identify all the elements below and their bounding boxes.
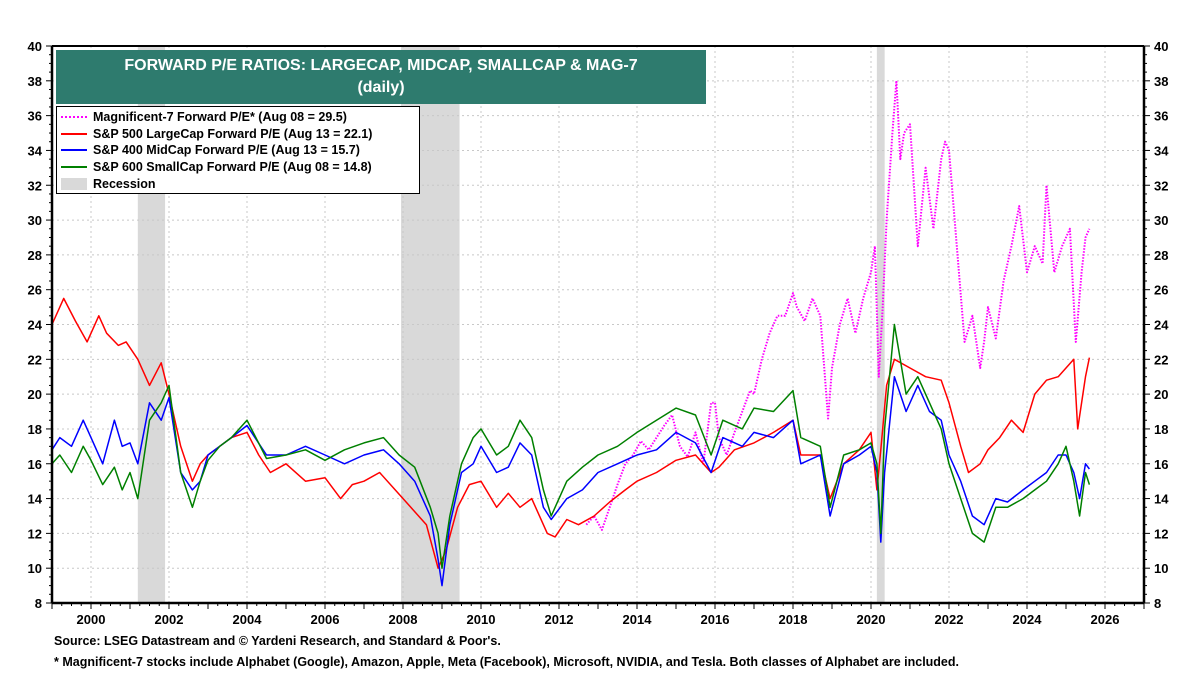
legend-label: S&P 400 MidCap Forward P/E (Aug 13 = 15.…: [93, 143, 360, 158]
x-tick-label: 2008: [389, 612, 418, 627]
legend-item-sp500: S&P 500 LargeCap Forward P/E (Aug 13 = 2…: [61, 126, 415, 143]
legend: Magnificent-7 Forward P/E* (Aug 08 = 29.…: [56, 106, 420, 194]
x-tick-label: 2024: [1013, 612, 1043, 627]
chart-title-banner: FORWARD P/E RATIOS: LARGECAP, MIDCAP, SM…: [56, 50, 706, 104]
y-tick-label-left: 24: [28, 318, 43, 333]
x-tick-label: 2018: [779, 612, 808, 627]
series-line-s-p-500-largecap-forward-p-e: [51, 297, 1091, 569]
y-tick-label-right: 26: [1154, 283, 1168, 298]
legend-label: Recession: [93, 176, 156, 191]
y-tick-label-left: 30: [28, 213, 42, 228]
y-tick-label-left: 28: [28, 248, 42, 263]
legend-swatch-green: [61, 166, 87, 169]
y-tick-label-right: 16: [1154, 457, 1168, 472]
series-line-s-p-600-smallcap-forward-p-e: [51, 323, 1091, 569]
y-tick-label-left: 26: [28, 283, 42, 298]
y-tick-label-left: 16: [28, 457, 42, 472]
legend-item-sp400: S&P 400 MidCap Forward P/E (Aug 13 = 15.…: [61, 142, 415, 159]
y-tick-label-left: 32: [28, 178, 42, 193]
chart-subtitle: (daily): [357, 79, 405, 96]
legend-label: Magnificent-7 Forward P/E* (Aug 08 = 29.…: [93, 110, 347, 125]
legend-swatch-dotted-magenta: [61, 116, 87, 119]
x-tick-label: 2000: [77, 612, 106, 627]
y-tick-label-right: 36: [1154, 109, 1168, 124]
y-tick-label-right: 32: [1154, 178, 1168, 193]
chart-title: FORWARD P/E RATIOS: LARGECAP, MIDCAP, SM…: [124, 57, 638, 74]
x-tick-label: 2014: [623, 612, 653, 627]
x-tick-label: 2026: [1091, 612, 1120, 627]
legend-item-sp600: S&P 600 SmallCap Forward P/E (Aug 08 = 1…: [61, 159, 415, 176]
x-tick-label: 2006: [311, 612, 340, 627]
x-tick-label: 2010: [467, 612, 496, 627]
y-tick-label-right: 8: [1154, 596, 1161, 611]
legend-swatch-recession: [61, 177, 87, 190]
legend-label: S&P 600 SmallCap Forward P/E (Aug 08 = 1…: [93, 160, 372, 175]
y-tick-label-right: 18: [1154, 422, 1168, 437]
legend-item-recession: Recession: [61, 175, 415, 192]
y-tick-label-right: 10: [1154, 561, 1168, 576]
x-tick-label: 2020: [857, 612, 886, 627]
x-tick-label: 2004: [233, 612, 263, 627]
x-tick-label: 2016: [701, 612, 730, 627]
x-tick-label: 2012: [545, 612, 574, 627]
y-tick-label-left: 34: [28, 143, 43, 158]
legend-swatch-red: [61, 132, 87, 135]
y-tick-label-left: 40: [28, 39, 42, 54]
x-tick-label: 2022: [935, 612, 964, 627]
y-tick-label-left: 22: [28, 352, 42, 367]
legend-item-mag7: Magnificent-7 Forward P/E* (Aug 08 = 29.…: [61, 109, 415, 126]
y-tick-label-left: 36: [28, 109, 42, 124]
source-note: Source: LSEG Datastream and © Yardeni Re…: [54, 634, 501, 648]
y-tick-label-left: 38: [28, 74, 42, 89]
x-tick-label: 2002: [155, 612, 184, 627]
y-tick-label-left: 10: [28, 561, 42, 576]
y-tick-label-left: 8: [35, 596, 42, 611]
y-tick-label-right: 14: [1154, 492, 1169, 507]
series-lines: [51, 79, 1091, 587]
y-tick-label-left: 12: [28, 526, 42, 541]
y-tick-label-right: 40: [1154, 39, 1168, 54]
y-tick-label-left: 14: [28, 492, 43, 507]
footnote: * Magnificent-7 stocks include Alphabet …: [54, 655, 959, 669]
y-tick-label-right: 12: [1154, 526, 1168, 541]
y-tick-label-right: 30: [1154, 213, 1168, 228]
y-tick-label-left: 20: [28, 387, 42, 402]
series-line-magnificent-7-forward-p-e: [585, 79, 1091, 531]
y-tick-label-right: 22: [1154, 352, 1168, 367]
y-tick-label-right: 38: [1154, 74, 1168, 89]
y-tick-label-right: 20: [1154, 387, 1168, 402]
y-tick-label-right: 24: [1154, 318, 1169, 333]
y-tick-label-right: 34: [1154, 143, 1169, 158]
series-line-s-p-400-midcap-forward-p-e: [51, 375, 1091, 587]
legend-swatch-blue: [61, 149, 87, 152]
y-tick-label-right: 28: [1154, 248, 1168, 263]
legend-label: S&P 500 LargeCap Forward P/E (Aug 13 = 2…: [93, 126, 373, 141]
y-tick-label-left: 18: [28, 422, 42, 437]
